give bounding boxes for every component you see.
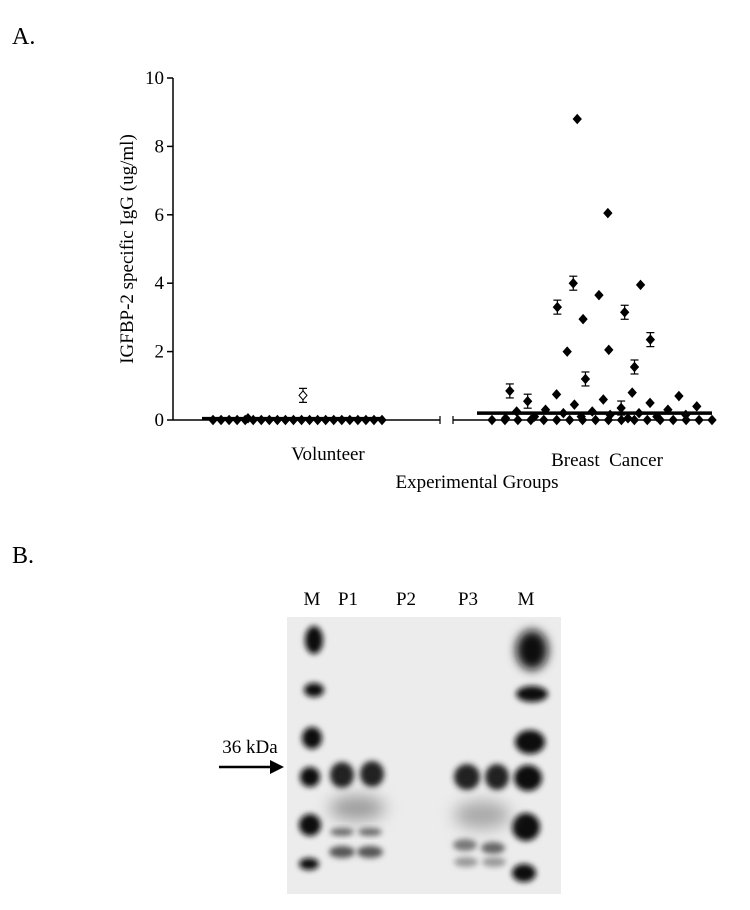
chart-axes xyxy=(172,78,715,424)
western-blot: M P1 P2 P3 M xyxy=(219,589,561,894)
data-point xyxy=(564,414,575,426)
data-point xyxy=(578,313,588,325)
data-point xyxy=(604,344,614,356)
y-tick-label: 2 xyxy=(155,342,165,363)
data-point xyxy=(627,387,637,398)
lane-label-p2: P2 xyxy=(396,589,416,610)
marker-36kda-label: 36 kDa xyxy=(222,737,278,758)
data-point xyxy=(629,359,640,375)
data-point xyxy=(694,414,704,426)
data-point xyxy=(645,332,656,348)
data-point xyxy=(645,397,655,409)
y-tick-label: 8 xyxy=(155,136,165,157)
data-point xyxy=(590,414,601,426)
lane-label-p3: P3 xyxy=(458,589,478,610)
y-tick-group: 0 2 4 6 8 10 xyxy=(145,68,173,431)
scatter-chart: 0 2 4 6 8 10 IGFBP-2 specific IgG (ug/ml) Exp… xyxy=(117,68,717,493)
data-point xyxy=(568,275,578,291)
data-point xyxy=(539,414,549,426)
data-point xyxy=(620,304,630,320)
lane-label-p1: P1 xyxy=(338,589,358,610)
lane-p3-bands xyxy=(453,764,510,867)
marker-ladder-left xyxy=(299,626,324,870)
lane-p1-bands xyxy=(329,761,385,858)
arrow-icon xyxy=(219,760,284,774)
data-points xyxy=(202,113,717,426)
category-label-volunteer: Volunteer xyxy=(291,444,365,465)
data-point xyxy=(572,113,582,125)
y-tick-label: 0 xyxy=(155,410,165,431)
data-point xyxy=(707,414,717,426)
y-axis-label: IGFBP-2 specific IgG (ug/ml) xyxy=(117,134,138,364)
data-point xyxy=(523,393,533,409)
y-tick-label: 6 xyxy=(155,205,165,226)
data-point xyxy=(594,289,604,301)
marker-ladder-right xyxy=(512,630,548,882)
data-point xyxy=(552,414,562,426)
panel-b-label: B. xyxy=(12,543,34,569)
data-point xyxy=(487,414,497,426)
y-tick-label: 4 xyxy=(155,273,165,294)
data-point xyxy=(629,414,640,426)
lane-label-m2: M xyxy=(518,589,535,610)
panel-a-label: A. xyxy=(12,24,35,50)
data-point xyxy=(616,414,627,426)
data-point xyxy=(642,414,652,426)
data-point xyxy=(500,413,511,424)
data-point xyxy=(598,394,608,405)
data-point xyxy=(562,346,572,357)
data-point xyxy=(298,387,308,403)
data-point xyxy=(635,279,646,291)
data-point xyxy=(674,390,684,402)
data-point xyxy=(505,383,515,399)
data-point xyxy=(623,413,633,424)
category-label-breast-cancer: Breast Cancer xyxy=(551,450,664,471)
data-point xyxy=(569,399,580,410)
data-point xyxy=(551,389,562,400)
data-point xyxy=(692,401,702,412)
data-point xyxy=(513,414,523,426)
lane-label-m1: M xyxy=(304,589,321,610)
data-point xyxy=(552,299,563,315)
data-point xyxy=(580,371,591,387)
data-point xyxy=(603,207,613,219)
data-point xyxy=(668,414,678,426)
x-axis-label: Experimental Groups xyxy=(395,472,558,493)
y-tick-label: 10 xyxy=(145,68,164,89)
